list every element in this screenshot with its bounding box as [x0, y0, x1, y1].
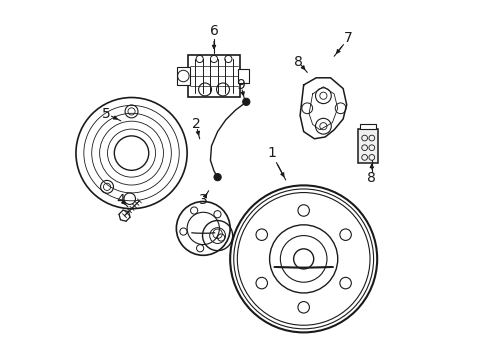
Text: 4: 4 [116, 193, 125, 207]
Text: 7: 7 [344, 31, 352, 45]
Circle shape [214, 174, 221, 181]
Text: 3: 3 [199, 193, 207, 207]
FancyBboxPatch shape [177, 67, 189, 85]
Text: 2: 2 [191, 117, 200, 131]
Text: 1: 1 [266, 146, 275, 160]
Text: 8: 8 [293, 55, 302, 69]
FancyBboxPatch shape [238, 69, 248, 83]
Text: 8: 8 [366, 171, 375, 185]
FancyBboxPatch shape [187, 55, 240, 96]
Bar [360, 123, 376, 129]
Circle shape [242, 98, 249, 105]
Text: 5: 5 [102, 107, 111, 121]
Text: 6: 6 [209, 24, 218, 38]
Bar [358, 129, 377, 163]
Text: 9: 9 [236, 78, 245, 92]
